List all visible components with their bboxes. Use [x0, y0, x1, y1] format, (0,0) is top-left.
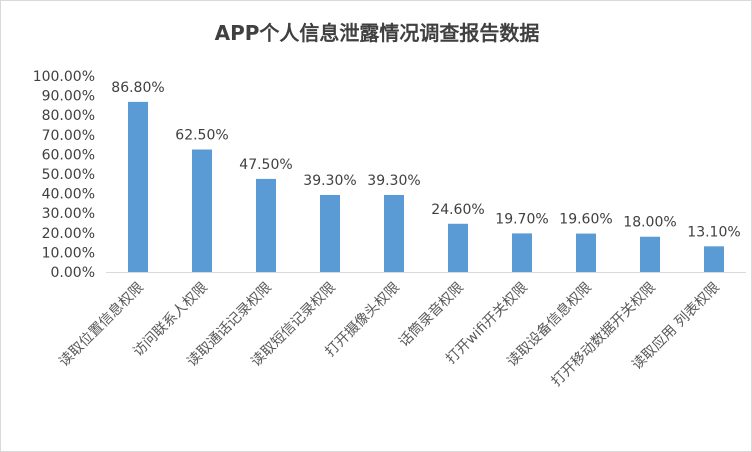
- bar: [448, 223, 468, 272]
- y-tick-label: 70.00%: [42, 128, 95, 144]
- data-label: 18.00%: [623, 215, 676, 231]
- bar: [576, 233, 596, 272]
- y-tick-label: 80.00%: [42, 108, 95, 124]
- y-tick-label: 30.00%: [42, 206, 95, 222]
- data-label: 13.10%: [687, 224, 740, 240]
- data-label: 24.60%: [431, 202, 484, 218]
- data-label: 39.30%: [367, 173, 420, 189]
- category-label: 打开移动数据开关权限: [548, 279, 659, 390]
- category-label: 读取位置信息权限: [56, 279, 147, 370]
- bar: [384, 194, 404, 272]
- bar: [512, 233, 532, 272]
- bar: [256, 178, 276, 272]
- y-tick-label: 50.00%: [42, 167, 95, 183]
- data-label: 19.70%: [495, 211, 548, 227]
- data-label: 47.50%: [239, 157, 292, 173]
- y-tick-label: 10.00%: [42, 245, 95, 261]
- y-tick-label: 20.00%: [42, 226, 95, 242]
- bar: [192, 149, 212, 272]
- y-tick-label: 0.00%: [51, 265, 95, 281]
- y-tick-label: 40.00%: [42, 187, 95, 203]
- data-label: 86.80%: [111, 80, 164, 96]
- bar: [704, 246, 724, 272]
- bar: [640, 236, 660, 272]
- bar: [320, 194, 340, 272]
- category-label: 话筒录音权限: [395, 279, 466, 350]
- data-label: 39.30%: [303, 173, 356, 189]
- data-label: 19.60%: [559, 212, 612, 228]
- y-tick-label: 100.00%: [33, 69, 95, 85]
- data-label: 62.50%: [175, 128, 228, 144]
- chart-title: APP个人信息泄露情况调查报告数据: [214, 21, 540, 45]
- y-tick-label: 60.00%: [42, 147, 95, 163]
- bar: [128, 101, 148, 272]
- y-tick-label: 90.00%: [42, 89, 95, 105]
